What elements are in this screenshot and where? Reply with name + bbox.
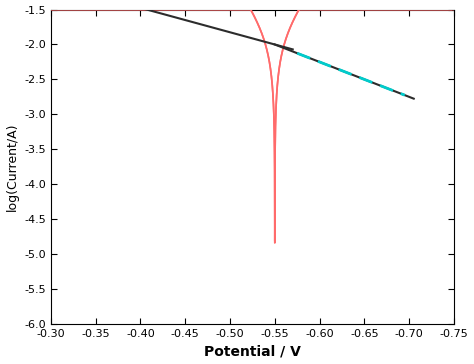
Y-axis label: log(Current/A): log(Current/A) [6, 123, 18, 211]
X-axis label: Potential / V: Potential / V [204, 344, 301, 359]
